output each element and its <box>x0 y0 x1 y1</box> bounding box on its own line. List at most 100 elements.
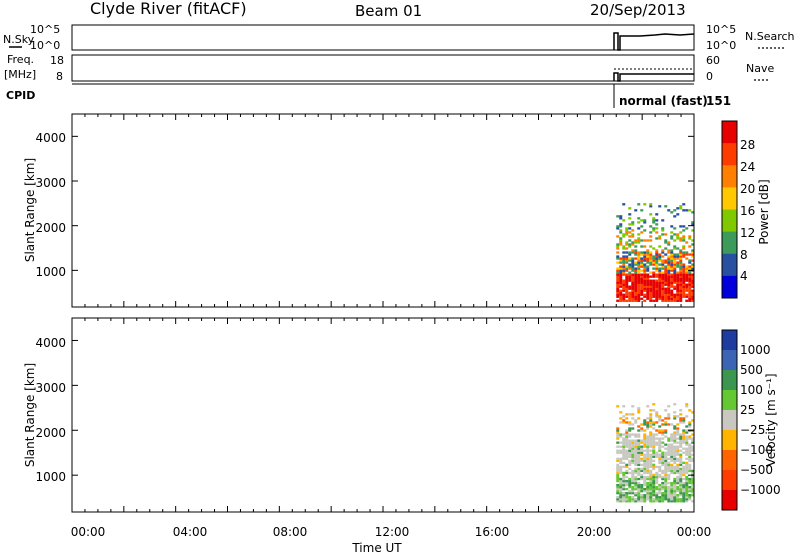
velocity-cell <box>679 435 683 438</box>
power-cell <box>628 227 632 230</box>
velocity-cell <box>622 485 626 489</box>
velocity-cell <box>652 443 656 446</box>
power-colorbar: 28 24 20 16 12 8 4 Power [dB] <box>721 120 771 299</box>
velocity-cell <box>688 445 692 448</box>
velocity-cell <box>661 433 665 436</box>
power-cell <box>658 235 662 238</box>
velocity-cell <box>679 475 683 479</box>
velocity-cell <box>637 469 641 473</box>
velocity-cell <box>622 421 626 424</box>
power-cell <box>679 225 683 228</box>
velocity-cell <box>625 492 629 495</box>
velocity-cell <box>664 423 668 426</box>
velocity-cell <box>670 492 674 495</box>
velocity-cell <box>670 498 674 501</box>
velocity-cell <box>676 429 680 432</box>
power-cell <box>673 299 677 302</box>
colorbar-segment <box>722 121 737 144</box>
velocity-cell <box>634 455 638 458</box>
velocity-cell <box>646 439 650 442</box>
power-cell <box>616 281 620 284</box>
velocity-cell <box>646 435 650 438</box>
velocity-cell <box>649 496 653 499</box>
velocity-cell <box>691 489 695 493</box>
velocity-cell <box>646 485 650 489</box>
colorbar-segment <box>722 470 737 491</box>
power-cell <box>670 279 674 282</box>
velocity-cell <box>673 467 677 471</box>
nsky-strip-frame <box>71 24 695 51</box>
velocity-cell <box>661 477 665 481</box>
velocity-cell <box>661 459 665 463</box>
power-cell <box>646 257 650 260</box>
velocity-cell <box>670 445 674 448</box>
velocity-cell <box>676 479 680 483</box>
power-cell <box>634 241 638 244</box>
power-cell <box>634 289 638 292</box>
power-cell <box>655 237 659 240</box>
velocity-cell <box>637 481 641 485</box>
power-cell <box>643 229 647 232</box>
velocity-cell <box>643 496 647 499</box>
velocity-cell <box>637 407 641 410</box>
velocity-cell <box>658 425 662 428</box>
power-cell <box>631 221 635 224</box>
velocity-cell <box>628 459 632 463</box>
velocity-cell <box>667 449 671 452</box>
power-cell <box>637 241 641 244</box>
velocity-cell <box>655 433 659 436</box>
velocity-cell <box>685 449 689 452</box>
velocity-cell <box>625 441 629 444</box>
power-cell <box>670 277 674 280</box>
velocity-cell <box>691 459 695 463</box>
power-cell <box>649 281 653 284</box>
power-cell <box>676 297 680 300</box>
power-cell <box>622 265 626 268</box>
power-cell <box>667 209 671 212</box>
velocity-cell <box>640 483 644 487</box>
power-cell <box>685 251 689 254</box>
power-cell <box>658 291 662 294</box>
velocity-cell <box>649 441 653 444</box>
velocity-cell <box>649 437 653 440</box>
velocity-cell <box>634 451 638 454</box>
velocity-cell <box>628 471 632 475</box>
velocity-cell <box>634 467 638 471</box>
power-cell <box>643 257 647 260</box>
velocity-cell <box>691 411 695 414</box>
velocity-cell <box>637 441 641 444</box>
velocity-cell <box>643 423 647 426</box>
power-cell <box>691 223 695 226</box>
velocity-cell <box>649 487 653 491</box>
velocity-cell <box>637 411 641 414</box>
power-cell <box>682 225 686 228</box>
power-cell <box>631 257 635 260</box>
power-cell <box>664 273 668 276</box>
velocity-cell <box>649 485 653 489</box>
power-cell <box>685 277 689 280</box>
velocity-cell <box>625 496 629 499</box>
power-cell <box>688 287 692 290</box>
velocity-cell <box>652 477 656 481</box>
power-cell <box>625 229 629 232</box>
power-cell <box>679 237 683 240</box>
power-cell <box>658 275 662 278</box>
power-cell <box>655 223 659 226</box>
x-tick-label: 00:00 <box>71 525 106 539</box>
velocity-cell <box>661 419 665 422</box>
velocity-cell <box>652 463 656 467</box>
power-cell <box>664 299 668 302</box>
velocity-cell <box>643 437 647 440</box>
velocity-cell <box>628 483 632 487</box>
velocity-cell <box>682 435 686 438</box>
power-cell <box>628 279 632 282</box>
power-cell <box>673 267 677 270</box>
velocity-cell <box>652 439 656 442</box>
velocity-cell <box>628 485 632 489</box>
power-cell <box>655 267 659 270</box>
power-cell <box>676 295 680 298</box>
velocity-cell <box>673 447 677 450</box>
velocity-cell <box>679 479 683 483</box>
velocity-cell <box>637 461 641 465</box>
